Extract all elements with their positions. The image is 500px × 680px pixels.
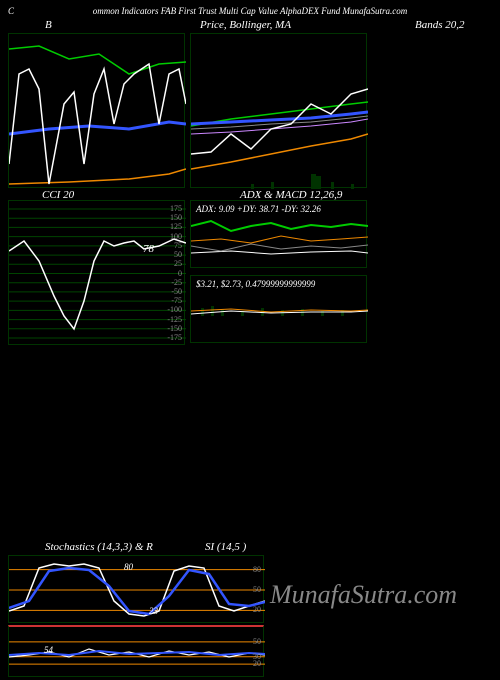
rsi-chart: 54 503020 [8, 625, 264, 677]
stochastics-chart: 80 23 805020 [8, 555, 264, 623]
price-chart-right [190, 33, 367, 188]
rsi-value: 54 [44, 645, 53, 655]
page-header: C ommon Indicators FAB First Trust Multi… [0, 6, 500, 16]
cci-chart: 78 1751501251007550250-25-50-75-100-125-… [8, 200, 185, 345]
label-b: B [45, 19, 52, 31]
label-price: Price, Bollinger, MA [200, 19, 291, 31]
label-stoch: Stochastics (14,3,3) & R [45, 541, 153, 553]
label-stoch-right: SI (14,5 ) [205, 541, 246, 553]
macd-svg [191, 276, 368, 344]
stoch-v2: 23 [149, 606, 158, 616]
stoch-svg [9, 556, 265, 624]
price-right-svg [191, 34, 368, 189]
stoch-v1: 80 [124, 562, 133, 572]
label-bands: Bands 20,2 [415, 19, 465, 31]
price-chart-left [8, 33, 185, 188]
adx-chart: ADX: 9.09 +DY: 38.71 -DY: 32.26 [190, 200, 367, 268]
header-prefix: C [8, 6, 14, 16]
watermark: MunafaSutra.com [270, 580, 457, 610]
adx-svg [191, 201, 368, 269]
price-left-svg [9, 34, 186, 189]
macd-chart: $3.21, $2.73, 0.47999999999999 [190, 275, 367, 343]
header-title: ommon Indicators FAB First Trust Multi C… [93, 6, 407, 16]
cci-value: 78 [143, 243, 154, 255]
cci-svg [9, 201, 186, 346]
